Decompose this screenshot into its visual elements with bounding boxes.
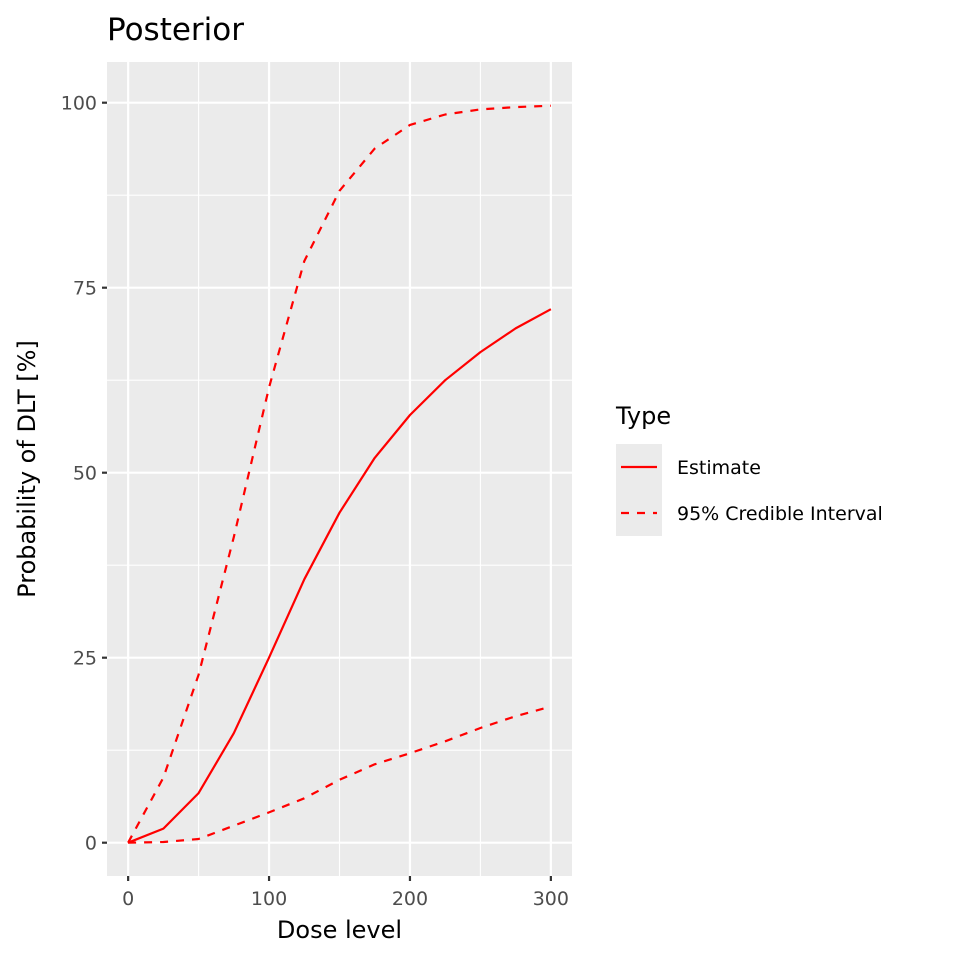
x-tick-label: 200 — [392, 888, 428, 910]
estimate-line — [127, 308, 552, 844]
x-tick-label: 0 — [122, 888, 134, 910]
y-tick-label: 0 — [85, 833, 97, 855]
credible-interval-lower-line — [128, 705, 552, 844]
y-axis-title: Probability of DLT [%] — [13, 340, 41, 598]
y-axis: 0 25 50 75 100 — [61, 93, 107, 855]
major-gridlines — [107, 62, 572, 876]
minor-gridlines — [107, 62, 572, 876]
x-tick-label: 100 — [251, 888, 287, 910]
x-axis: 0 100 200 300 — [122, 876, 569, 910]
credible-interval-upper-line — [127, 104, 551, 844]
legend: Type Estimate 95% Credible Interval — [615, 402, 883, 536]
legend-label-credible-interval: 95% Credible Interval — [677, 503, 883, 525]
series-lines — [127, 104, 552, 844]
chart-title: Posterior — [107, 12, 244, 48]
y-tick-label: 100 — [61, 93, 97, 115]
x-axis-title: Dose level — [277, 916, 402, 944]
y-tick-label: 75 — [73, 278, 97, 300]
legend-title: Type — [615, 402, 671, 430]
y-tick-label: 25 — [73, 648, 97, 670]
y-tick-label: 50 — [73, 463, 97, 485]
x-tick-label: 300 — [533, 888, 569, 910]
legend-label-estimate: Estimate — [677, 457, 761, 479]
